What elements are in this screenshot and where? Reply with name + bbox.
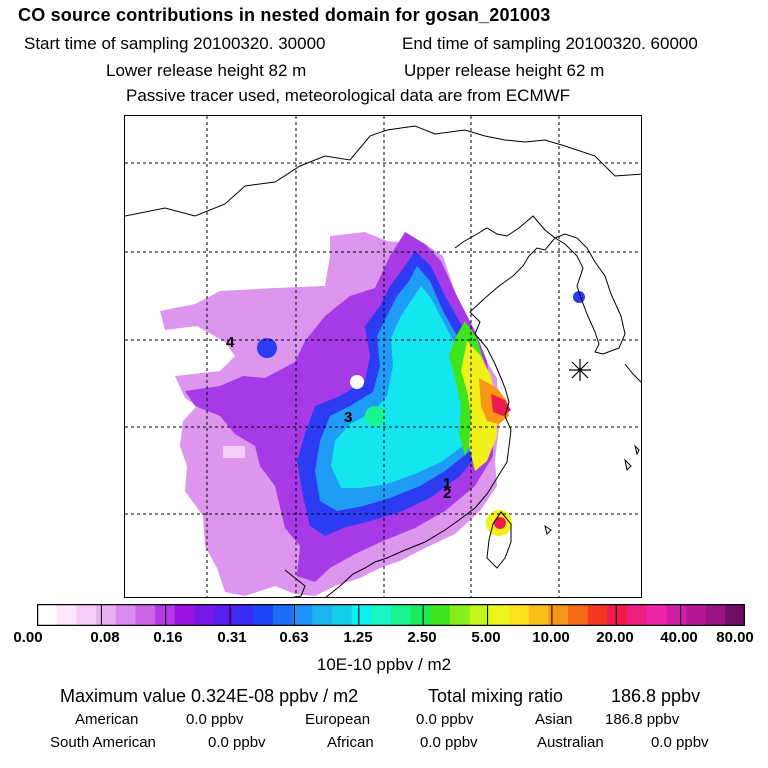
colorbar-swatch — [56, 604, 77, 626]
coastlines — [125, 125, 641, 597]
colorbar-swatch — [214, 604, 235, 626]
taiwan-island — [486, 511, 512, 569]
asterisk-receptor-icon — [569, 359, 591, 381]
region-name-asian: Asian — [535, 711, 573, 728]
max-value-label: Maximum value 0.324E-08 ppbv / m2 — [60, 686, 359, 706]
tick-label: 0.31 — [217, 629, 247, 646]
region-value-european: 0.0 ppbv — [416, 711, 474, 728]
tick-label: 0.63 — [279, 629, 309, 646]
field-inner-hole-1 — [350, 375, 364, 389]
end-time-label: End time of sampling 20100320. 60000 — [402, 34, 698, 53]
lower-height-label: Lower release height 82 m — [106, 61, 307, 80]
hainan-coast — [284, 569, 306, 597]
region-name-european: European — [305, 711, 371, 728]
japan-kyushu — [624, 363, 641, 383]
colorbar-swatch — [587, 604, 608, 626]
source-marker-4: 4 — [226, 334, 235, 351]
tick-label: 0.00 — [13, 629, 43, 646]
colorbar-swatch — [233, 604, 254, 626]
small-island-1 — [634, 444, 640, 456]
colorbar-swatch — [115, 604, 136, 626]
colorbar-swatch — [155, 604, 176, 626]
colorbar-swatch — [450, 604, 471, 626]
colorbar-swatch — [194, 604, 215, 626]
colorbar-swatch — [509, 604, 530, 626]
northern-border — [125, 125, 641, 217]
colorbar-swatch — [332, 604, 353, 626]
colorbar-swatch — [273, 604, 294, 626]
region-value-american: 0.0 ppbv — [186, 711, 244, 728]
source-marker-1: 1 — [443, 475, 451, 492]
region-name-south-american: South American — [50, 734, 156, 751]
field-inner-hole-2 — [223, 446, 245, 458]
tick-label: 0.16 — [153, 629, 183, 646]
tick-label: 10.00 — [532, 629, 570, 646]
tracer-info-label: Passive tracer used, meteorological data… — [126, 86, 571, 105]
colorbar-border — [37, 604, 745, 626]
colorbar-swatch — [548, 604, 569, 626]
tick-label: 20.00 — [596, 629, 634, 646]
region-name-australian: Australian — [537, 734, 604, 751]
map-canvas: 1 2 3 4 — [125, 116, 641, 597]
tick-label: 40.00 — [660, 629, 698, 646]
colorbar-swatch — [469, 604, 490, 626]
colorbar-swatch — [666, 604, 687, 626]
colorbar-swatch — [253, 604, 274, 626]
field-taiwan-core — [494, 517, 506, 529]
tick-label: 0.08 — [90, 629, 120, 646]
tick-label: 1.25 — [343, 629, 373, 646]
china-coast — [325, 215, 556, 597]
total-mixing-label: Total mixing ratio — [428, 686, 564, 706]
field-cyan — [331, 286, 469, 488]
small-island-3 — [624, 458, 632, 472]
region-value-australian: 0.0 ppbv — [651, 734, 709, 751]
region-value-african: 0.0 ppbv — [420, 734, 478, 751]
region-name-african: African — [327, 734, 374, 751]
field-east-spot — [257, 338, 277, 358]
colorbar — [37, 604, 745, 626]
colorbar-swatch — [96, 604, 117, 626]
field-red — [491, 394, 511, 416]
colorbar-swatch — [174, 604, 195, 626]
region-value-south-american: 0.0 ppbv — [208, 734, 266, 751]
colorbar-swatch — [705, 604, 726, 626]
colorbar-swatch — [528, 604, 549, 626]
colorbar-swatch — [410, 604, 431, 626]
colorbar-swatch — [568, 604, 589, 626]
start-time-label: Start time of sampling 20100320. 30000 — [24, 34, 326, 53]
colorbar-swatch — [646, 604, 667, 626]
colorbar-swatch — [391, 604, 412, 626]
upper-height-label: Upper release height 62 m — [404, 61, 605, 80]
region-value-asian: 186.8 ppbv — [605, 711, 680, 728]
map-gridlines — [125, 116, 641, 597]
colorbar-units: 10E-10 ppbv / m2 — [316, 655, 452, 674]
colorbar-swatch — [292, 604, 313, 626]
colorbar-swatch — [627, 604, 648, 626]
map-panel: 1 2 3 4 — [124, 115, 642, 598]
small-island-2 — [544, 524, 552, 535]
source-marker-3: 3 — [344, 409, 352, 426]
tick-label: 2.50 — [407, 629, 437, 646]
tick-label: 80.00 — [716, 629, 754, 646]
source-marker-2: 2 — [443, 485, 451, 502]
korea-peninsula — [553, 233, 626, 355]
colorbar-swatch — [135, 604, 156, 626]
colorbar-swatch — [489, 604, 510, 626]
colorbar-swatch — [76, 604, 97, 626]
concentration-field — [160, 232, 585, 596]
colorbar-swatch — [607, 604, 628, 626]
field-yellow — [461, 341, 497, 471]
region-name-american: American — [75, 711, 139, 728]
colorbar-swatch — [371, 604, 392, 626]
field-green-patch — [365, 406, 385, 426]
colorbar-swatch — [686, 604, 707, 626]
colorbar-swatch — [37, 604, 58, 626]
colorbar-swatch — [430, 604, 451, 626]
tick-label: 5.00 — [471, 629, 501, 646]
colorbar-swatch — [725, 604, 745, 626]
plot-title: CO source contributions in nested domain… — [18, 5, 551, 25]
colorbar-swatch — [312, 604, 333, 626]
colorbar-swatch — [351, 604, 372, 626]
total-mixing-value: 186.8 ppbv — [611, 686, 701, 706]
